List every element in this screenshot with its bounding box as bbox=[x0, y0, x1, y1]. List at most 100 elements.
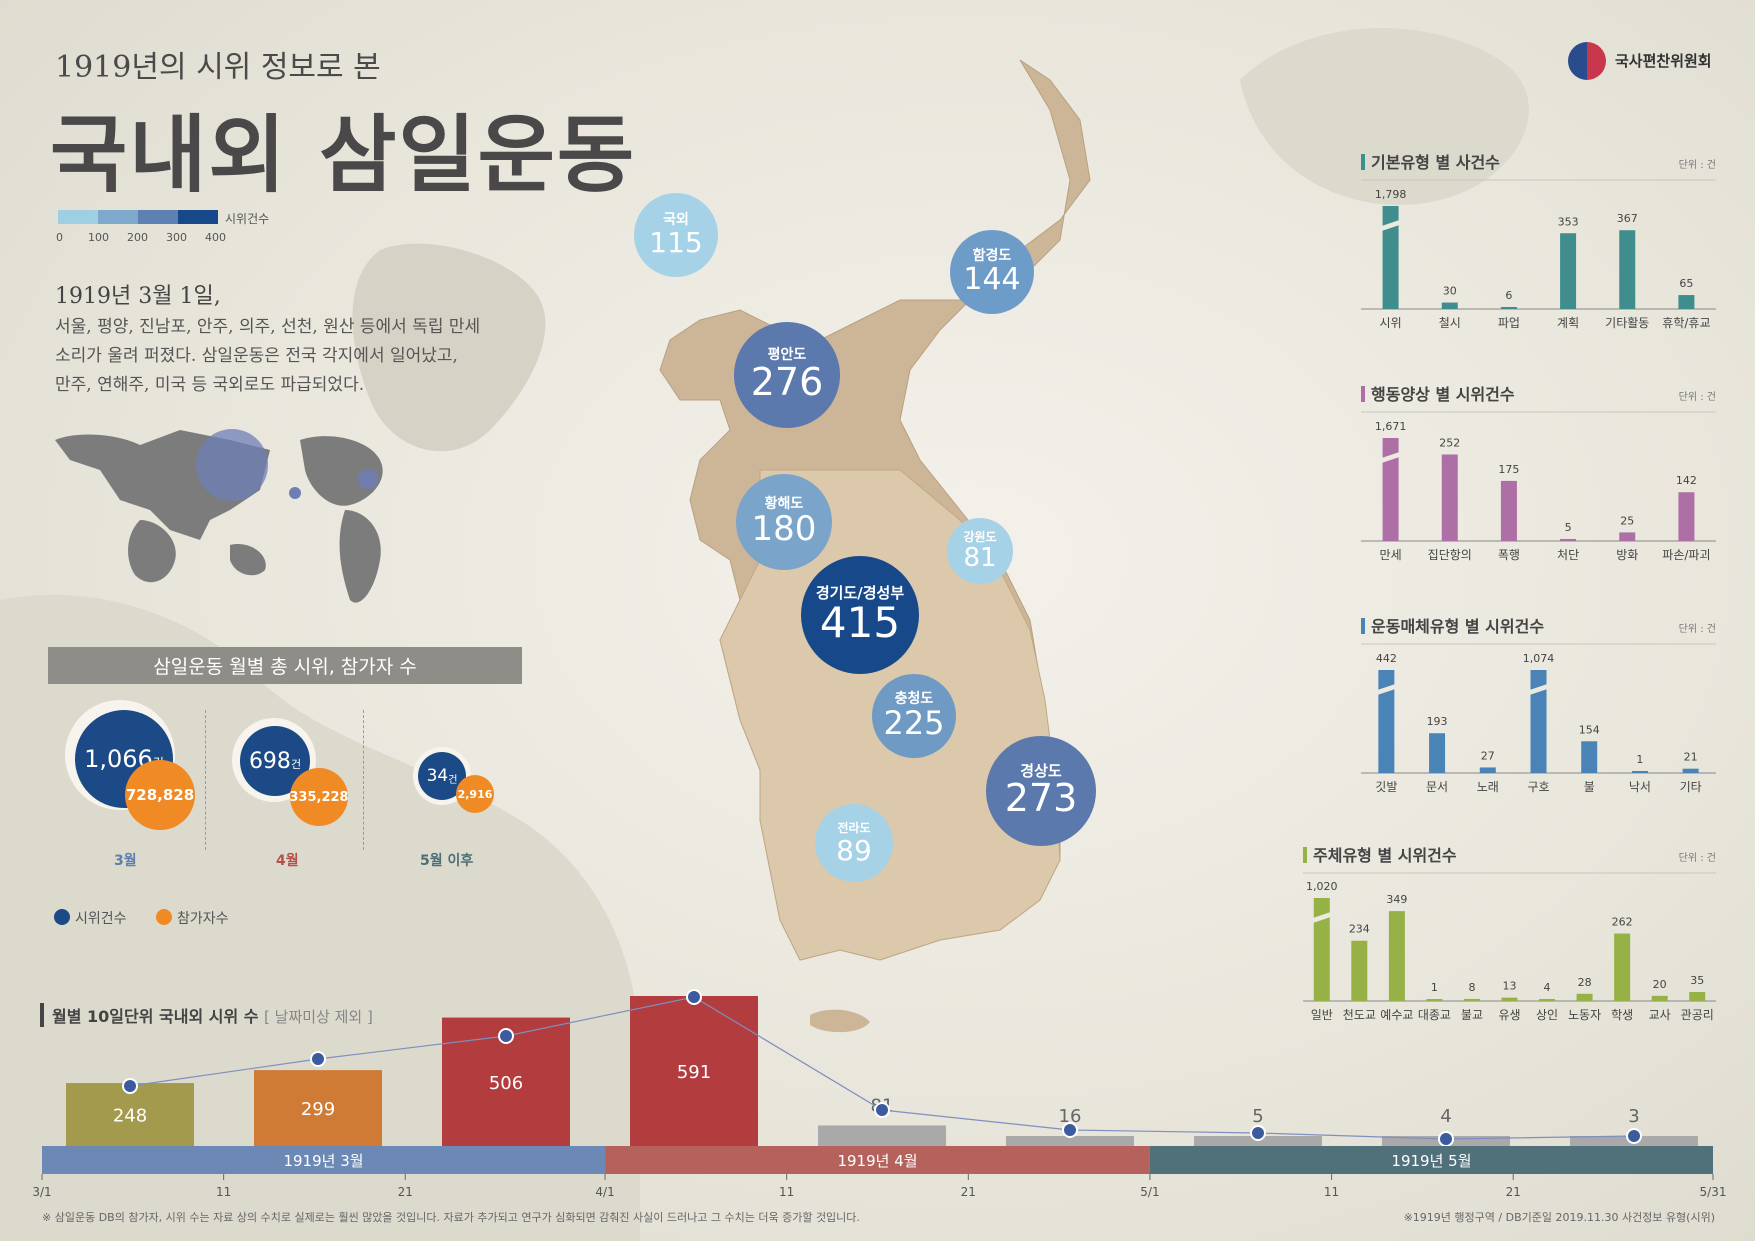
timeline-tick-label: 21 bbox=[1506, 1185, 1521, 1199]
panel-unit: 단위 : 건 bbox=[1679, 158, 1716, 171]
bar-value-label: 13 bbox=[1503, 980, 1517, 993]
bar-value-label: 30 bbox=[1443, 285, 1457, 298]
timeline-point bbox=[310, 1051, 326, 1067]
bar-break bbox=[1381, 452, 1400, 463]
region-value: 144 bbox=[963, 262, 1021, 298]
bar bbox=[1560, 233, 1577, 309]
timeline-point bbox=[1438, 1131, 1454, 1147]
region-hamgyeong: 함경도 144 bbox=[950, 230, 1034, 314]
region-jeolla: 전라도 89 bbox=[815, 804, 893, 882]
region-overseas: 국외 115 bbox=[634, 193, 718, 277]
participants-legend-dot bbox=[156, 909, 172, 925]
timeline-tick-label: 11 bbox=[216, 1185, 231, 1199]
bar-category-label: 철시 bbox=[1439, 316, 1461, 330]
panel-title: 운동매체유형 별 시위건수 bbox=[1371, 617, 1544, 636]
region-name: 강원도 bbox=[963, 530, 997, 545]
region-name: 평안도 bbox=[767, 347, 807, 364]
timeline-tick-label: 11 bbox=[779, 1185, 794, 1199]
bar bbox=[1651, 995, 1668, 1001]
bar bbox=[1678, 295, 1695, 309]
bar-break bbox=[1529, 684, 1548, 695]
bar-value-label: 353 bbox=[1558, 215, 1579, 228]
timeline-chart-title: 월별 10일단위 국내외 시위 수 [ 날짜미상 제외 ] bbox=[40, 1003, 373, 1027]
timeline-tick-label: 11 bbox=[1324, 1185, 1339, 1199]
bar-category-label: 휴학/휴교 bbox=[1662, 316, 1710, 330]
bar bbox=[1581, 741, 1598, 773]
region-gyeonggi: 경기도/경성부 415 bbox=[801, 556, 919, 674]
bar-value-label: 1,074 bbox=[1523, 652, 1555, 665]
bar bbox=[1689, 991, 1706, 1001]
bar-category-label: 폭행 bbox=[1498, 547, 1520, 562]
timeline-month-band bbox=[1149, 1146, 1713, 1174]
timeline-bar-label: 16 bbox=[1059, 1106, 1082, 1127]
bar bbox=[1382, 206, 1399, 309]
bar-category-label: 계획 bbox=[1557, 316, 1579, 330]
bar-category-label: 유생 bbox=[1498, 1008, 1520, 1022]
bar-category-label: 구호 bbox=[1527, 780, 1549, 794]
panel-title-marker bbox=[1361, 386, 1365, 402]
panel-unit: 단위 : 건 bbox=[1679, 622, 1716, 635]
intro-heading: 1919년 3월 1일, bbox=[55, 284, 221, 309]
bar-value-label: 193 bbox=[1427, 715, 1448, 728]
panel-title-marker bbox=[1361, 618, 1365, 634]
bar-category-label: 문서 bbox=[1426, 780, 1448, 794]
bar-value-label: 4 bbox=[1544, 981, 1551, 994]
timeline-bar bbox=[1006, 1136, 1134, 1146]
bar bbox=[1500, 480, 1517, 541]
bar-break bbox=[1381, 220, 1400, 231]
bar bbox=[1576, 993, 1593, 1001]
panel-unit: 단위 : 건 bbox=[1679, 390, 1716, 403]
bar-category-label: 불 bbox=[1584, 780, 1595, 794]
panel-unit: 단위 : 건 bbox=[1679, 851, 1716, 864]
bar-value-label: 35 bbox=[1690, 974, 1704, 987]
bar-category-label: 노래 bbox=[1477, 780, 1499, 794]
bar-category-label: 학생 bbox=[1611, 1008, 1633, 1022]
intro-line: 서울, 평양, 진남포, 안주, 의주, 선천, 원산 등에서 독립 만세 bbox=[55, 317, 481, 337]
timeline-tick-label: 3/1 bbox=[32, 1185, 51, 1199]
timeline-tick-label: 5/1 bbox=[1140, 1185, 1159, 1199]
bar-value-label: 21 bbox=[1684, 751, 1698, 764]
timeline-bar bbox=[818, 1125, 946, 1146]
bar-category-label: 천도교 bbox=[1343, 1007, 1376, 1022]
month-participant-circle: 2,916 bbox=[456, 775, 494, 813]
timeline-tick-label: 21 bbox=[398, 1185, 413, 1199]
bar bbox=[1351, 940, 1368, 1001]
month-label: 5월 이후 bbox=[420, 853, 474, 869]
region-value: 89 bbox=[836, 834, 872, 868]
page-subtitle: 1919년의 시위 정보로 본 bbox=[55, 50, 381, 85]
region-value: 180 bbox=[751, 509, 817, 550]
bar-category-label: 상인 bbox=[1536, 1008, 1558, 1022]
region-gyeongsang: 경상도 273 bbox=[986, 736, 1096, 846]
bar-value-label: 20 bbox=[1653, 978, 1667, 991]
region-name: 경기도/경성부 bbox=[815, 583, 905, 602]
bar bbox=[1539, 999, 1556, 1001]
region-value: 415 bbox=[819, 597, 901, 647]
region-name: 황해도 bbox=[764, 496, 804, 513]
timeline-bar-label: 4 bbox=[1440, 1106, 1451, 1127]
bar-category-label: 깃발 bbox=[1375, 780, 1397, 794]
bar-category-label: 집단항의 bbox=[1428, 548, 1472, 562]
bar-category-label: 방화 bbox=[1616, 548, 1638, 562]
timeline-title-note: [ 날짜미상 제외 ] bbox=[264, 1008, 373, 1026]
legend-scale-label: 시위건수 bbox=[225, 212, 270, 226]
bar-value-label: 154 bbox=[1579, 723, 1600, 736]
legend-tick: 100 bbox=[88, 231, 109, 244]
participants-legend-label: 참가자수 bbox=[177, 911, 229, 927]
month-label: 3월 bbox=[114, 853, 137, 869]
region-hwanghae: 황해도 180 bbox=[736, 474, 832, 570]
region-value: 81 bbox=[963, 543, 997, 574]
legend-tick: 400 bbox=[205, 231, 226, 244]
bar-category-label: 처단 bbox=[1557, 548, 1579, 562]
timeline-month-band bbox=[42, 1146, 606, 1174]
timeline-month-band bbox=[605, 1146, 1150, 1174]
bar bbox=[1441, 302, 1458, 309]
region-name: 국외 bbox=[663, 212, 689, 229]
bar-value-label: 1 bbox=[1636, 753, 1643, 766]
bar-value-label: 5 bbox=[1565, 521, 1572, 534]
bar-category-label: 관공리 bbox=[1681, 1008, 1714, 1022]
timeline-tick-label: 4/1 bbox=[595, 1185, 614, 1199]
timeline-month-label: 1919년 4월 bbox=[837, 1152, 917, 1170]
bar-category-label: 대종교 bbox=[1418, 1008, 1451, 1022]
